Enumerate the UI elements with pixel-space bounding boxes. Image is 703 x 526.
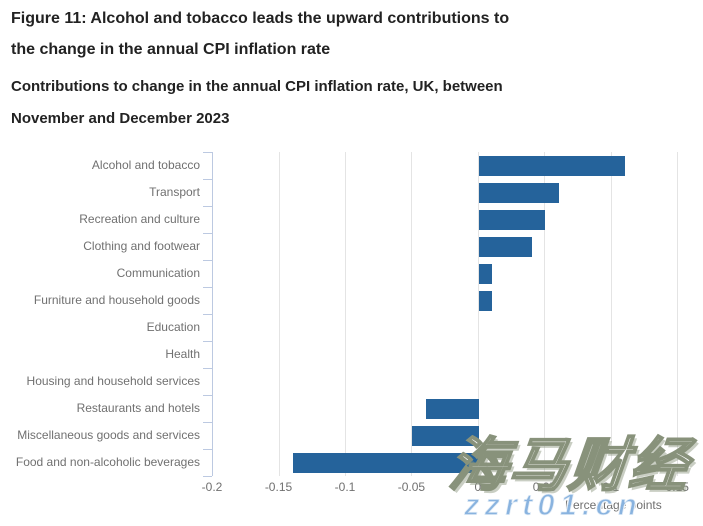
figure-title-line-2: the change in the annual CPI inflation r… (11, 41, 331, 58)
category-tick (203, 341, 212, 342)
category-tick (203, 287, 212, 288)
x-tick-label: -0.2 (201, 480, 223, 494)
gridline-0.15 (677, 152, 679, 476)
category-label: Education (146, 320, 200, 334)
figure-title-line-1: Figure 11: Alcohol and tobacco leads the… (11, 10, 510, 27)
category-label: Food and non-alcoholic beverages (15, 455, 200, 469)
bar-miscellaneous-goods-and-services (412, 425, 479, 446)
bar-clothing-and-footwear (478, 236, 533, 257)
category-axis-labels: Alcohol and tobacco Transport Recreation a… (0, 152, 200, 476)
watermark-url-text: zzrt01.cn (463, 486, 642, 523)
x-tick-label: -0.05 (397, 480, 426, 494)
gridline--0.05 (411, 152, 413, 476)
category-label: Recreation and culture (79, 212, 200, 226)
category-tick (203, 314, 212, 315)
figure-subtitle: Contributions to change in the annual CP… (11, 71, 696, 135)
category-label: Clothing and footwear (83, 239, 200, 253)
x-tick-label: 0 (474, 480, 482, 494)
bar-food-and-non-alcoholic-beverages (292, 452, 479, 473)
category-tick (203, 152, 212, 153)
category-label: Restaurants and hotels (76, 401, 200, 415)
category-tick (203, 422, 212, 423)
category-tick (203, 206, 212, 207)
figure-subtitle-line-2: November and December 2023 (11, 110, 230, 127)
bar-recreation-and-culture (478, 209, 546, 230)
x-tick-label: -0.1 (334, 480, 356, 494)
category-label: Health (165, 347, 200, 361)
bar-communication (478, 263, 493, 284)
x-axis-label: Percentage points (565, 498, 662, 512)
gridline--0.1 (345, 152, 346, 476)
category-axis-line (212, 152, 213, 476)
category-label: Alcohol and tobacco (91, 158, 200, 172)
gridline-0.05 (544, 152, 546, 476)
category-tick (203, 368, 212, 369)
x-tick-label: 0.15 (665, 480, 689, 494)
bar-furniture-and-household-goods (478, 290, 493, 311)
figure-title: Figure 11: Alcohol and tobacco leads the… (11, 3, 696, 65)
category-tick (203, 476, 212, 477)
x-tick-label: 0.05 (532, 480, 557, 494)
gridline--0.15 (278, 152, 280, 476)
gridline-0 (477, 152, 479, 476)
plot-area (203, 152, 680, 477)
category-label: Transport (149, 185, 200, 199)
category-label: Miscellaneous goods and services (17, 428, 200, 442)
bar-alcohol-and-tobacco (478, 155, 626, 176)
category-tick (203, 233, 212, 234)
x-tick-label: -0.15 (264, 480, 293, 494)
category-label: Housing and household services (26, 374, 200, 388)
category-label: Communication (116, 266, 200, 280)
bar-restaurants-and-hotels (425, 398, 479, 419)
category-tick (203, 395, 212, 396)
bar-transport (478, 182, 559, 203)
gridline-0.1 (610, 152, 612, 476)
category-label: Furniture and household goods (33, 293, 200, 307)
category-tick (203, 179, 212, 180)
category-tick (203, 260, 212, 261)
x-tick-label: 0.1 (602, 480, 620, 494)
category-tick (203, 449, 212, 450)
figure-subtitle-line-1: Contributions to change in the annual CP… (11, 78, 503, 95)
